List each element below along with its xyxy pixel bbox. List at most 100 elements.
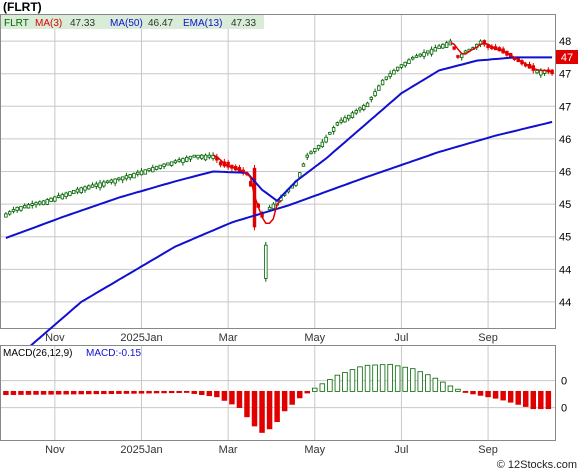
candle-body bbox=[426, 50, 430, 54]
candle-body bbox=[350, 112, 355, 118]
macd-x-axis-ticks: Nov 2025Jan Mar May Jul Sep bbox=[45, 444, 498, 456]
candle-body bbox=[60, 193, 65, 200]
candle-body bbox=[11, 209, 16, 212]
price-tick-label: 47 bbox=[559, 69, 571, 81]
candle-body bbox=[354, 109, 358, 114]
price-legend-bg bbox=[1, 15, 264, 29]
watermark: © 12Stocks.com bbox=[497, 459, 577, 471]
ema13-line bbox=[5, 56, 553, 239]
candle-body bbox=[343, 117, 347, 123]
legend-ema13-value: 47.33 bbox=[231, 18, 256, 29]
macd-bar bbox=[372, 364, 378, 392]
macd-bar bbox=[417, 371, 424, 392]
candle-body bbox=[339, 119, 343, 123]
macd-bar bbox=[86, 390, 92, 395]
macd-bar bbox=[48, 390, 54, 395]
candle-body bbox=[211, 154, 215, 159]
candle-body bbox=[346, 114, 351, 120]
candle-body bbox=[19, 206, 23, 211]
macd-bar bbox=[312, 387, 318, 392]
macd-bar bbox=[274, 390, 280, 423]
candle-body bbox=[109, 179, 114, 183]
candle-body bbox=[395, 66, 400, 71]
candle-body bbox=[459, 53, 464, 58]
macd-x-tick-label: May bbox=[304, 444, 325, 456]
macd-bar bbox=[161, 390, 167, 394]
macd-bar bbox=[289, 390, 295, 405]
candle-body bbox=[4, 213, 8, 218]
macd-bar bbox=[477, 390, 484, 396]
candle-body bbox=[139, 170, 144, 176]
macd-tick-label: 0 bbox=[561, 376, 567, 388]
macd-bar bbox=[70, 390, 77, 395]
candle-body bbox=[173, 160, 178, 164]
price-x-tick-label: 2025Jan bbox=[120, 332, 162, 344]
candle-body bbox=[301, 163, 306, 167]
candle-body bbox=[154, 165, 159, 170]
price-tick-label: 44 bbox=[559, 297, 571, 309]
macd-bar bbox=[266, 390, 273, 430]
macd-bar bbox=[108, 390, 115, 395]
macd-bar bbox=[229, 390, 235, 405]
price-x-tick-label: Mar bbox=[219, 332, 238, 344]
current-price-badge: 47 bbox=[556, 50, 578, 64]
macd-bar bbox=[244, 390, 250, 418]
candle-body bbox=[23, 205, 27, 209]
candle-body bbox=[147, 168, 151, 171]
macd-bar bbox=[168, 390, 175, 394]
price-legend: FLRT MA(3) 47.33 MA(50) 46.47 EMA(13) 47… bbox=[1, 15, 264, 29]
candle-body bbox=[128, 174, 132, 179]
macd-bar bbox=[296, 390, 303, 399]
macd-bar bbox=[40, 390, 47, 395]
candle-body bbox=[418, 53, 422, 57]
candle-body bbox=[433, 47, 438, 52]
macd-bar bbox=[455, 388, 461, 392]
candle-body bbox=[380, 79, 385, 86]
candle-body bbox=[437, 45, 441, 50]
macd-legend-value: MACD:-0.15 bbox=[86, 348, 141, 359]
macd-bar bbox=[63, 390, 69, 395]
candle-body bbox=[184, 157, 189, 162]
macd-bar bbox=[93, 390, 100, 395]
macd-bar bbox=[146, 390, 152, 394]
price-panel: 48 47 47 46 46 45 45 44 44 Nov 2025Jan Mar May Jul Se… bbox=[0, 14, 571, 368]
macd-bar bbox=[432, 377, 439, 392]
candle-body bbox=[456, 55, 460, 58]
candle-body bbox=[264, 244, 268, 279]
candle-body bbox=[143, 169, 147, 175]
macd-bar bbox=[221, 390, 228, 401]
price-tick-label: 45 bbox=[559, 199, 571, 211]
legend-ma50-value: 46.47 bbox=[148, 18, 173, 29]
legend-ma3-value: 47.33 bbox=[70, 18, 95, 29]
candle-body bbox=[369, 96, 374, 100]
macd-bar bbox=[78, 390, 84, 395]
candle-body bbox=[26, 204, 31, 209]
macd-bar bbox=[123, 390, 130, 394]
macd-bar bbox=[153, 390, 160, 394]
candle-body bbox=[102, 181, 106, 187]
candle-body bbox=[162, 163, 166, 167]
macd-bar bbox=[462, 390, 469, 393]
candle-body bbox=[169, 161, 174, 166]
legend-ema13-label: EMA(13) bbox=[183, 18, 222, 29]
candle-body bbox=[117, 177, 121, 181]
price-x-tick-label: Sep bbox=[478, 332, 498, 344]
candle-body bbox=[38, 201, 42, 205]
macd-bars bbox=[3, 363, 552, 433]
candle-body bbox=[218, 161, 223, 166]
legend-ticker: FLRT bbox=[4, 18, 29, 29]
candle-body bbox=[452, 46, 456, 50]
candle-body bbox=[79, 187, 83, 193]
candle-body bbox=[407, 59, 411, 65]
macd-bar bbox=[492, 390, 499, 399]
ma3-line bbox=[212, 42, 553, 224]
macd-bar bbox=[530, 390, 537, 410]
macd-bar bbox=[259, 390, 265, 433]
candle-body bbox=[267, 206, 272, 211]
macd-bar bbox=[485, 390, 491, 398]
candle-body bbox=[200, 154, 204, 159]
candle-body bbox=[41, 200, 46, 206]
macd-x-tick-label: Mar bbox=[219, 444, 238, 456]
macd-bar bbox=[176, 390, 182, 393]
